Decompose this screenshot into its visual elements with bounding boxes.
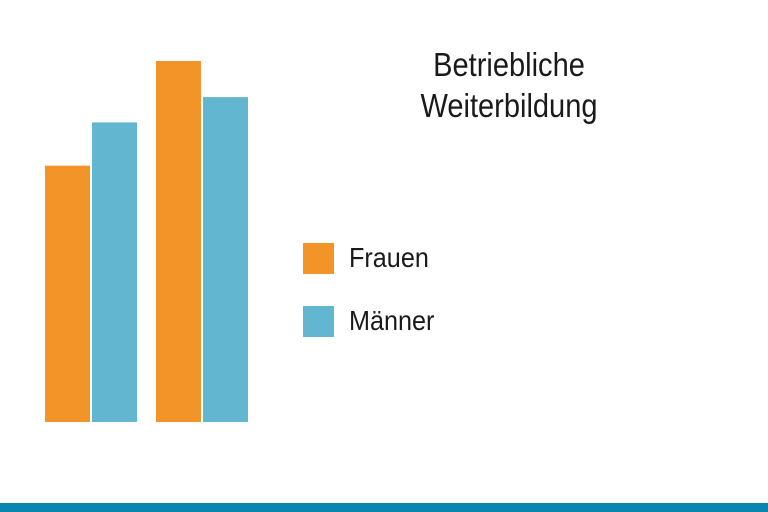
- title-line-2: Weiterbildung: [420, 87, 598, 124]
- bar-frauen-2: [156, 61, 201, 422]
- footer-band: [0, 503, 768, 512]
- legend-item-maenner: Männer: [303, 305, 444, 337]
- legend-swatch-frauen: [303, 242, 334, 274]
- legend-label-maenner: Männer: [349, 305, 435, 336]
- bar-frauen-1: [45, 165, 90, 422]
- legend-swatch-maenner: [303, 305, 334, 337]
- legend-label-frauen: Frauen: [349, 242, 429, 273]
- chart-title: Betriebliche Weiterbildung: [395, 44, 622, 126]
- title-line-1: Betriebliche: [433, 46, 585, 83]
- bar-maenner-1: [92, 122, 137, 423]
- legend-item-frauen: Frauen: [303, 242, 438, 274]
- bar-maenner-2: [203, 97, 248, 422]
